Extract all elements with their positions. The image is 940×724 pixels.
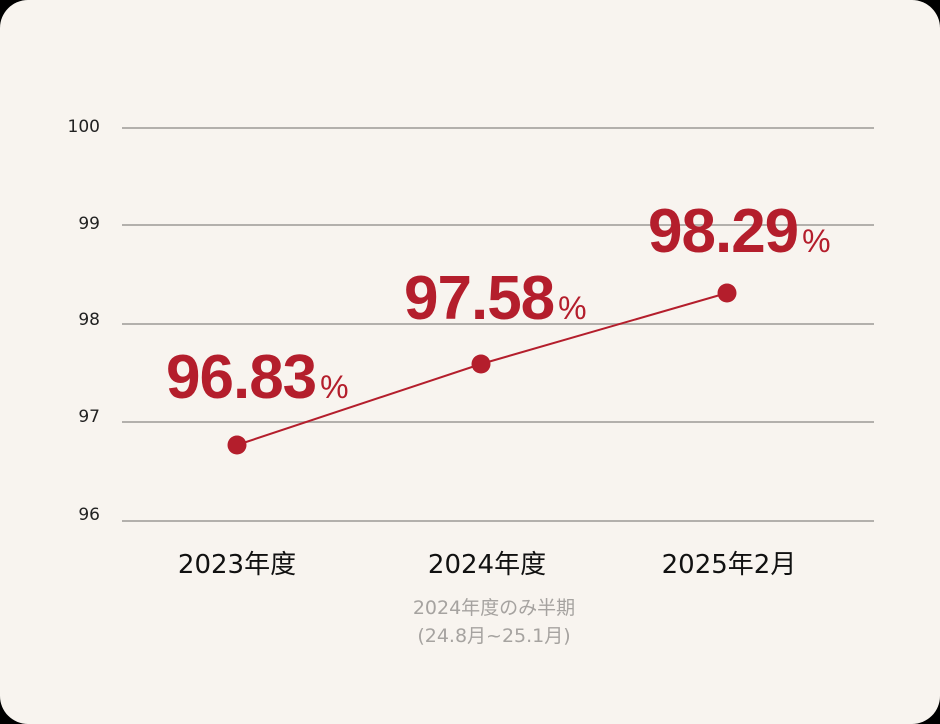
data-label-value: 97.58 bbox=[404, 264, 555, 333]
x-label-2025-02: 2025年2月 bbox=[661, 550, 797, 580]
data-point-2023 bbox=[227, 435, 247, 455]
gridline-100 bbox=[122, 127, 874, 129]
y-tick-99: 99 bbox=[78, 214, 100, 234]
percent-sign: % bbox=[558, 290, 586, 326]
annotation-line-1: 2024年度のみ半期 bbox=[412, 597, 576, 619]
gridline-97 bbox=[122, 421, 874, 423]
y-tick-100: 100 bbox=[67, 117, 100, 137]
annotation-line-2: (24.8月~25.1月) bbox=[417, 625, 571, 647]
gridline-98 bbox=[122, 323, 874, 325]
gridline-99 bbox=[122, 224, 874, 226]
y-tick-96: 96 bbox=[78, 505, 100, 525]
y-tick-97: 97 bbox=[78, 407, 100, 427]
data-point-2024 bbox=[471, 354, 491, 374]
gridline-96 bbox=[122, 520, 874, 522]
data-label-2025-02: 98.29% bbox=[648, 201, 831, 272]
data-label-2023: 96.83% bbox=[166, 347, 349, 418]
x-label-2023: 2023年度 bbox=[177, 550, 297, 580]
percent-sign: % bbox=[320, 369, 348, 405]
data-point-2025-02 bbox=[717, 283, 737, 303]
percent-sign: % bbox=[802, 223, 830, 259]
x-label-2024: 2024年度 bbox=[427, 550, 547, 580]
data-label-value: 98.29 bbox=[648, 197, 799, 266]
data-label-value: 96.83 bbox=[166, 343, 317, 412]
y-tick-98: 98 bbox=[78, 310, 100, 330]
data-label-2024: 97.58% bbox=[404, 268, 587, 339]
